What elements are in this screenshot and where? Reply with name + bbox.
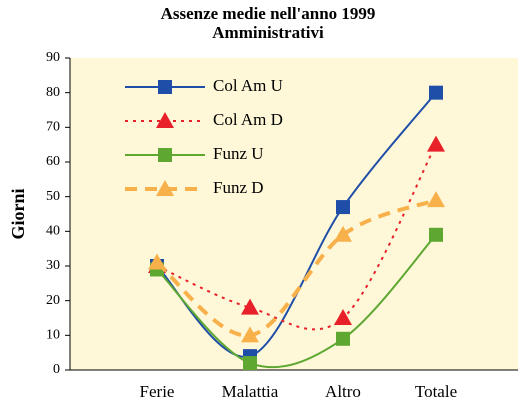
y-tick-label: 40 [46, 224, 60, 239]
series-line [156, 144, 437, 331]
legend-label: Funz U [213, 144, 264, 163]
data-point [148, 253, 166, 270]
data-point [243, 356, 257, 371]
data-point [429, 227, 443, 242]
y-tick-label: 90 [46, 50, 60, 65]
data-point [427, 135, 445, 152]
y-axis-label: Giorni [8, 188, 28, 239]
legend-marker [156, 112, 174, 128]
data-point [241, 326, 259, 343]
series-line [156, 234, 437, 369]
data-point [334, 309, 352, 325]
y-tick-label: 0 [53, 362, 60, 377]
x-tick-label: Malattia [222, 382, 279, 401]
y-tick-label: 50 [46, 189, 60, 204]
x-tick-label: Totale [415, 382, 457, 401]
data-point [334, 225, 352, 242]
y-tick-label: 80 [46, 85, 60, 100]
y-tick-label: 60 [46, 154, 60, 169]
chart-title: Assenze medie nell'anno 1999 [161, 4, 376, 23]
data-point [429, 85, 443, 100]
legend-marker [158, 80, 172, 94]
series-line [155, 198, 437, 338]
x-tick-label: Altro [325, 382, 361, 401]
legend-label: Col Am U [213, 76, 283, 95]
legend-label: Col Am D [213, 110, 283, 129]
x-tick-label: Ferie [140, 382, 175, 401]
y-tick-label: 30 [46, 258, 60, 273]
data-point [336, 331, 350, 346]
legend-label: Funz D [213, 178, 264, 197]
data-point [241, 298, 259, 315]
plot-area [70, 58, 518, 370]
legend-marker [158, 148, 172, 162]
data-point [336, 200, 350, 215]
legend-marker [156, 180, 174, 196]
data-point [427, 191, 445, 208]
y-tick-label: 70 [46, 120, 60, 135]
y-tick-label: 20 [46, 293, 60, 308]
y-tick-label: 10 [46, 328, 60, 343]
chart-subtitle: Amministrativi [212, 23, 324, 42]
